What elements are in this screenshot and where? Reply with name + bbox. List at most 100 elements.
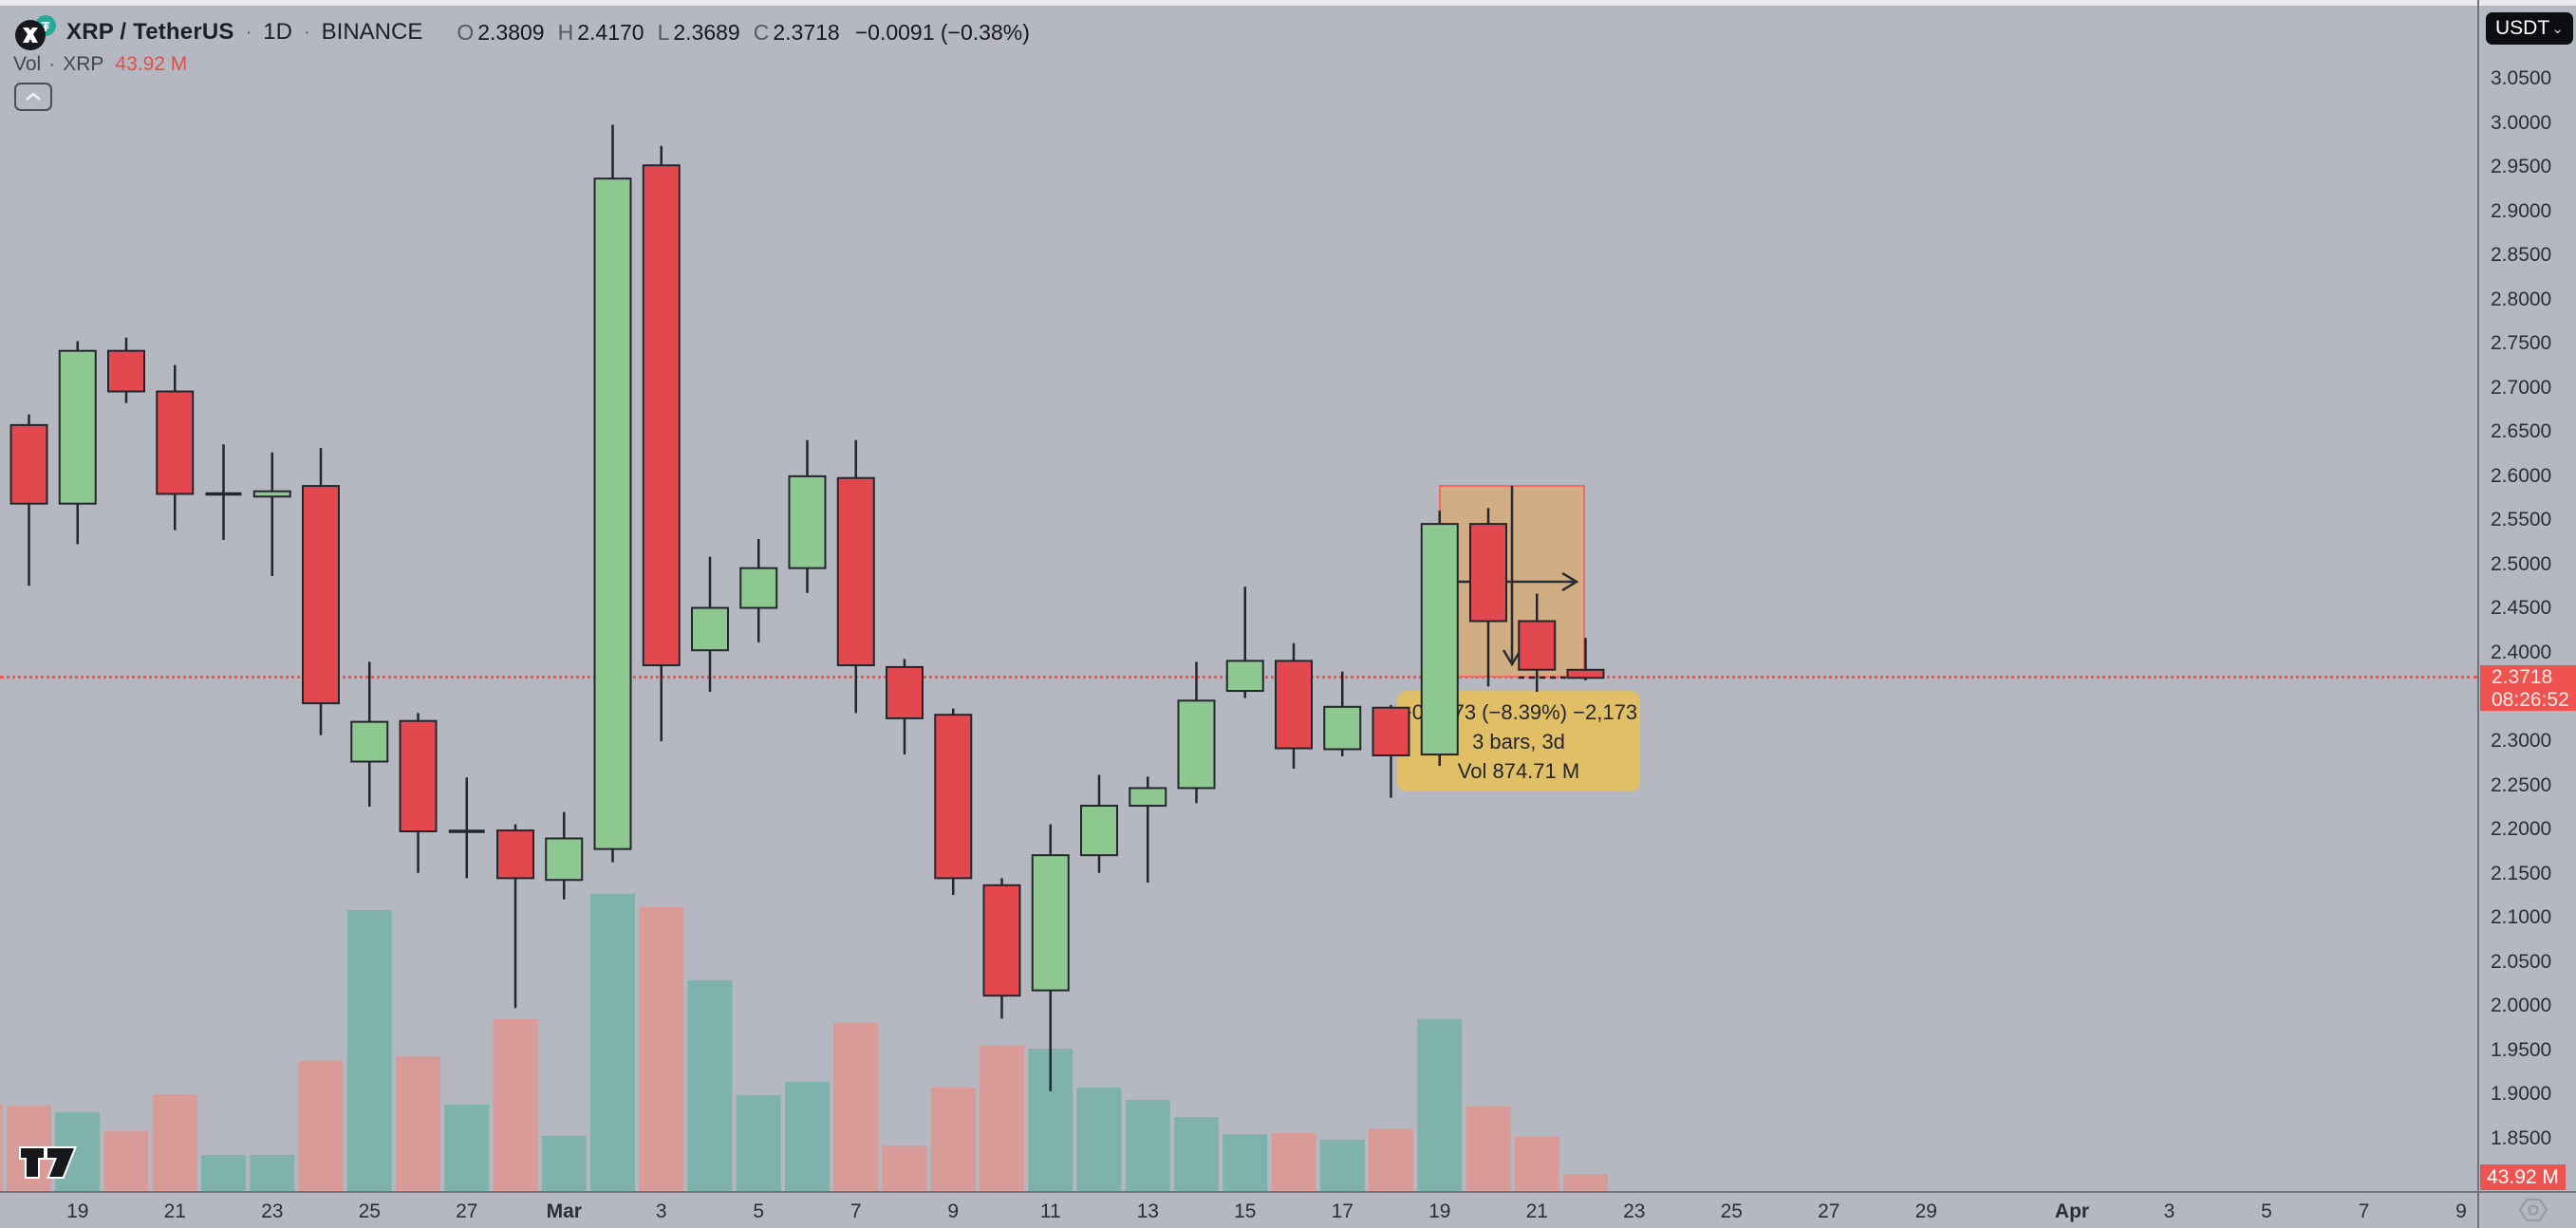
symbol-header: ₮ XRP / TetherUS · 1D · BINANCE O 2.3809 …	[13, 13, 1030, 51]
volume-value: 43.92 M	[115, 53, 188, 75]
price-tick-label: 2.2500	[2491, 773, 2552, 796]
price-tick-label: 2.8000	[2491, 288, 2552, 310]
xrp-tether-pair-icon: ₮	[13, 13, 57, 51]
candle-body-mar-6	[788, 474, 827, 569]
time-tick-label: 27	[456, 1200, 478, 1222]
candle-body-mar-7	[836, 476, 875, 667]
interval-value[interactable]: 1D	[263, 19, 292, 45]
volume-bar-mar-2	[590, 893, 635, 1191]
time-tick-label: 5	[2261, 1200, 2272, 1222]
price-tick-label: 2.1500	[2491, 862, 2552, 884]
volume-bar-mar-18	[1369, 1127, 1413, 1191]
price-axis[interactable]: USDT ⌄ 3.0500 3.0000 2.9500 2.9000 2.8500 2.8…	[2477, 0, 2576, 1228]
price-tick-label: 2.9000	[2491, 199, 2552, 222]
candle-body-mar-1	[545, 837, 584, 882]
high-label: H	[557, 19, 574, 45]
volume-bar-feb-28	[493, 1018, 538, 1191]
axis-settings-icon[interactable]	[2517, 1196, 2549, 1224]
bar-close-countdown: 08:26:52	[2492, 689, 2569, 711]
time-tick-label: 7	[2358, 1200, 2370, 1222]
volume-bar-feb-27	[444, 1104, 490, 1191]
volume-bar-mar-20	[1465, 1107, 1511, 1191]
time-tick-label: 13	[1136, 1200, 1159, 1222]
price-tick-label: 2.5500	[2491, 509, 2552, 531]
volume-bar-mar-9	[930, 1087, 976, 1191]
volume-bar-mar-13	[1125, 1100, 1170, 1191]
volume-bar-feb-22	[201, 1154, 246, 1191]
candle-body-mar-9	[934, 714, 973, 880]
low-value: 2.3689	[673, 19, 740, 45]
volume-bar-mar-3	[639, 906, 684, 1191]
svg-text:₮: ₮	[41, 19, 49, 35]
volume-bar-mar-1	[541, 1135, 587, 1191]
price-tick-label: 2.4000	[2491, 642, 2552, 664]
current-volume-badge: 43.92 M	[2480, 1164, 2566, 1190]
measure-bar-count: 3 bars, 3d	[1472, 729, 1565, 754]
time-tick-label: 23	[1623, 1200, 1646, 1222]
candle-body-feb-18	[9, 423, 48, 505]
time-tick-label: 3	[2163, 1200, 2175, 1222]
time-tick-label: 19	[1428, 1200, 1451, 1222]
candle-body-mar-14	[1177, 699, 1216, 790]
low-label: L	[657, 19, 670, 45]
time-tick-label: 21	[163, 1200, 186, 1222]
volume-bar-feb-25	[346, 909, 392, 1191]
volume-bar-mar-4	[687, 979, 733, 1191]
candle-body-mar-11	[1031, 854, 1070, 992]
current-price-value: 2.3718	[2492, 666, 2553, 688]
volume-bar-feb-20	[103, 1130, 149, 1191]
time-tick-label: 29	[1914, 1200, 1937, 1222]
price-tick-label: 2.0000	[2491, 995, 2552, 1017]
collapse-panel-button[interactable]	[14, 83, 52, 111]
candle-body-mar-5	[739, 567, 778, 609]
price-tick-label: 2.2000	[2491, 818, 2552, 841]
price-tick-label: 3.0500	[2491, 67, 2552, 89]
candle-body-feb-23	[252, 490, 291, 498]
volume-bar-mar-19	[1417, 1018, 1463, 1191]
time-tick-label: 5	[753, 1200, 765, 1222]
time-tick-label: 17	[1331, 1200, 1353, 1222]
time-tick-label: 15	[1234, 1200, 1257, 1222]
currency-selector-button[interactable]: USDT ⌄	[2486, 12, 2573, 45]
open-value: 2.3809	[477, 19, 545, 45]
candle-body-mar-21	[1518, 620, 1557, 671]
candle-body-feb-28	[496, 829, 534, 880]
volume-bar-feb-17	[0, 1104, 3, 1191]
candle-body-feb-20	[107, 349, 145, 393]
price-tick-label: 2.4500	[2491, 597, 2552, 620]
candle-body-feb-25	[350, 720, 389, 763]
volume-bar-feb-23	[250, 1154, 295, 1191]
price-tick-label: 1.9500	[2491, 1038, 2552, 1061]
time-tick-label: 19	[66, 1200, 89, 1222]
time-axis[interactable]: 19 21 23 25 27 Mar 3 5 7 9 11 13 15 17 19 21 23 25 27 29 Apr…	[0, 1191, 2576, 1228]
candle-body-feb-19	[58, 349, 97, 505]
volume-bar-mar-15	[1223, 1134, 1268, 1191]
volume-bar-mar-5	[736, 1095, 781, 1191]
time-tick-label: 25	[358, 1200, 381, 1222]
time-tick-label: 23	[261, 1200, 284, 1222]
time-tick-label: 9	[947, 1200, 960, 1222]
price-tick-label: 3.0000	[2491, 111, 2552, 134]
volume-bar-mar-16	[1271, 1132, 1316, 1191]
volume-bar-mar-8	[882, 1145, 927, 1191]
separator-dot: ·	[48, 53, 56, 75]
volume-bar-mar-6	[785, 1081, 830, 1191]
time-tick-label: 7	[849, 1200, 862, 1222]
symbol-name[interactable]: XRP / TetherUS	[66, 19, 234, 45]
candle-body-mar-17	[1323, 705, 1362, 751]
volume-bar-mar-17	[1319, 1139, 1365, 1191]
chart-pane[interactable]: −0.2173 (−8.39%) −2,173 3 bars, 3d Vol 8…	[0, 0, 2477, 1191]
current-price-badge: 2.3718 08:26:52	[2480, 665, 2576, 711]
volume-bar-mar-10	[980, 1046, 1024, 1191]
open-label: O	[457, 19, 475, 45]
chevron-down-icon: ⌄	[2551, 21, 2564, 37]
volume-bar-feb-21	[152, 1093, 197, 1191]
chevron-up-icon	[26, 92, 41, 101]
candle-body-mar-13	[1129, 787, 1167, 808]
window-top-edge	[0, 0, 2576, 6]
candle-body-mar-12	[1080, 805, 1118, 857]
candle-body-mar-15	[1225, 660, 1264, 693]
candle-body-mar-16	[1275, 660, 1313, 750]
volume-bar-mar-14	[1174, 1117, 1219, 1191]
tradingview-logo[interactable]	[15, 1141, 84, 1187]
